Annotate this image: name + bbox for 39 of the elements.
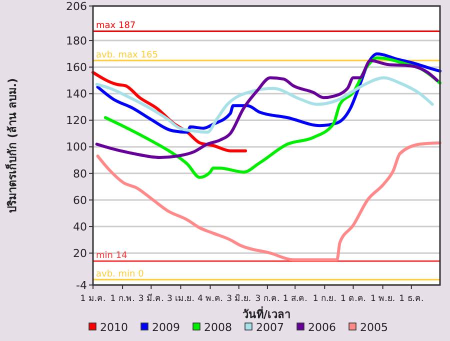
ref-line-label: avb. max 165	[96, 50, 158, 60]
x-tick-label: 1 ก.ย.	[312, 294, 336, 304]
x-tick-label: 1 พ.ย.	[370, 294, 396, 304]
x-tick-label: 3 ก.ค.	[255, 294, 280, 304]
legend-label: 2006	[308, 320, 336, 334]
ref-line-label: min 14	[96, 251, 128, 262]
ref-line-label: max 187	[96, 21, 136, 32]
x-axis-title: วันที่/เวลา	[242, 306, 291, 321]
y-tick-label: 206	[66, 0, 87, 13]
x-tick-label: 1 ก.พ.	[110, 294, 135, 304]
line-series	[96, 141, 442, 262]
y-tick-label: 160	[66, 60, 87, 74]
x-tick-label: 3 มิ.ย.	[226, 294, 252, 304]
y-axis-title: ปริมาตรเก็บกัก (ล้าน ลบม.)	[5, 78, 19, 213]
y-tick-label: 40	[73, 220, 87, 234]
y-tick-label: 60	[73, 194, 87, 207]
x-tick-label: 1 ม.ค.	[80, 294, 106, 304]
legend-label: 2005	[360, 320, 388, 334]
x-tick-label: 3 มี.ค.	[138, 293, 164, 304]
line-series	[95, 76, 434, 134]
ref-line-label: avb. min 0	[96, 270, 144, 280]
legend-label: 2009	[152, 320, 180, 334]
x-tick-label: 1 ต.ค.	[340, 294, 366, 304]
legend-label: 2008	[204, 320, 232, 334]
y-tick-label: 120	[66, 114, 87, 128]
x-tick-label: 1 ธ.ค.	[399, 294, 424, 304]
y-tick-label: -4	[76, 278, 87, 292]
line-series	[96, 52, 442, 134]
x-tick-label: 1 ส.ค.	[282, 294, 308, 304]
legend-label: 2007	[256, 320, 284, 334]
y-tick-label: 100	[66, 140, 87, 154]
y-tick-label: 80	[73, 167, 87, 180]
x-tick-label: 4 พ.ค.	[198, 294, 224, 304]
y-tick-label: 180	[66, 34, 87, 48]
legend-label: 2010	[100, 320, 128, 334]
y-tick-label: 140	[66, 88, 87, 101]
y-tick-label: 20	[73, 246, 87, 260]
line-series	[95, 58, 439, 159]
x-tick-label: 3 เม.ย.	[166, 294, 194, 304]
